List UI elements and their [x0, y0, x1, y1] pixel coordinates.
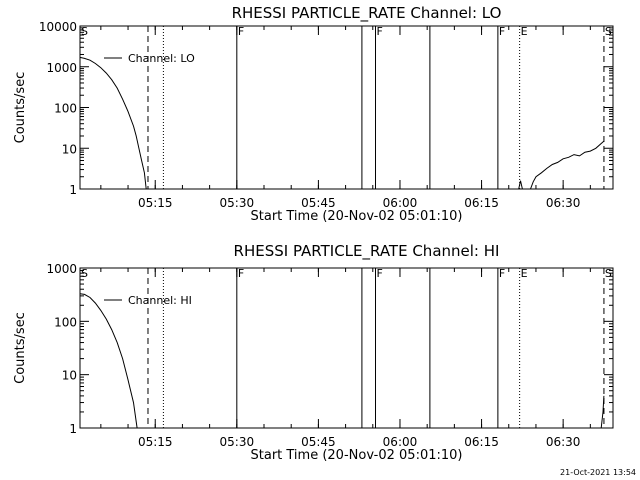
- x-tick-label: 05:30: [220, 196, 255, 210]
- event-marker-label: E: [521, 25, 528, 38]
- data-series-line: [518, 180, 523, 190]
- y-tick-label: 100: [54, 102, 77, 116]
- x-tick-label: 05:15: [138, 196, 173, 210]
- y-axis-label: Counts/sec: [13, 72, 28, 144]
- x-tick-label: 06:15: [464, 196, 499, 210]
- chart-panel-channel-hi: RHESSI PARTICLE_RATE Channel: HI 1 10 100 10…: [13, 242, 614, 463]
- event-marker-label: F: [377, 267, 383, 280]
- event-marker-label: F: [499, 25, 505, 38]
- event-marker-label: S: [81, 25, 88, 38]
- event-marker-label: S: [605, 25, 612, 38]
- x-tick-label: 06:15: [464, 435, 499, 449]
- event-marker-label: F: [377, 25, 383, 38]
- x-tick-label: 05:15: [138, 435, 173, 449]
- x-tick-label: 06:00: [383, 435, 418, 449]
- x-tick-label: 05:30: [220, 435, 255, 449]
- chart-title: RHESSI PARTICLE_RATE Channel: LO: [232, 4, 502, 23]
- chart-title: RHESSI PARTICLE_RATE Channel: HI: [234, 242, 500, 261]
- event-marker-label: F: [238, 267, 244, 280]
- y-tick-label: 10: [62, 369, 77, 383]
- y-tick-label: 1000: [46, 61, 77, 75]
- x-axis-label: Start Time (20-Nov-02 05:01:10): [251, 209, 463, 224]
- y-tick-label: 1000: [46, 262, 77, 276]
- x-axis-label: Start Time (20-Nov-02 05:01:10): [251, 448, 463, 463]
- event-marker-label: F: [499, 267, 505, 280]
- data-series-line: [79, 293, 138, 429]
- y-tick-label: 100: [54, 315, 77, 329]
- timestamp: 21-Oct-2021 13:54: [560, 468, 636, 477]
- y-tick-label: 10: [62, 142, 77, 156]
- y-tick-label: 1: [69, 183, 77, 197]
- data-series-line: [530, 140, 605, 190]
- legend-label: Channel: LO: [128, 52, 195, 65]
- event-marker-label: F: [238, 25, 244, 38]
- legend-label: Channel: HI: [128, 294, 192, 307]
- x-tick-label: 05:45: [301, 196, 336, 210]
- y-axis-label: Counts/sec: [13, 312, 28, 384]
- x-tick-label: 06:30: [546, 196, 581, 210]
- event-marker-label: S: [81, 267, 88, 280]
- event-marker-label: S: [605, 267, 612, 280]
- x-tick-label: 06:30: [546, 435, 581, 449]
- data-series-line: [600, 395, 605, 429]
- chart-panel-channel-lo: RHESSI PARTICLE_RATE Channel: LO 1 10 100 10…: [13, 4, 614, 224]
- x-tick-label: 06:00: [383, 196, 418, 210]
- data-series-line: [79, 56, 147, 190]
- y-tick-label: 1: [69, 422, 77, 436]
- y-tick-label: 10000: [39, 20, 77, 34]
- event-marker-label: E: [521, 267, 528, 280]
- x-tick-label: 05:45: [301, 435, 336, 449]
